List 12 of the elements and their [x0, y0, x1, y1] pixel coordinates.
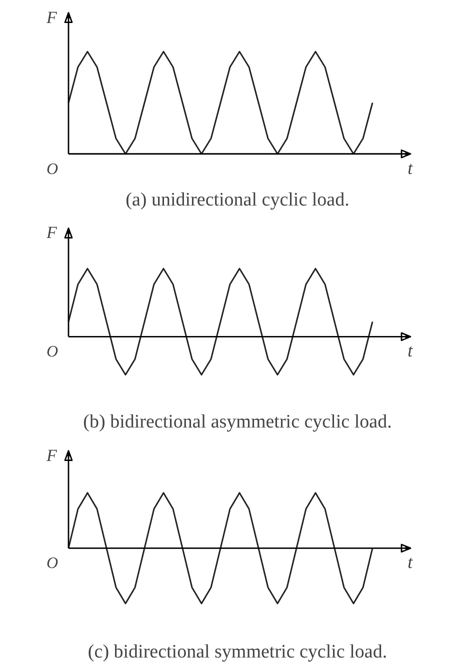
y-axis-title: F: [46, 223, 58, 242]
y-axis-title: F: [46, 446, 58, 465]
y-axis-title: F: [46, 8, 58, 27]
text: (a) unidirectional cyclic load.: [126, 190, 350, 210]
x-axis-title: t: [408, 552, 414, 572]
x-axis-title: t: [408, 340, 414, 361]
text: O: [46, 160, 58, 178]
x-axis-title: t: [408, 158, 414, 178]
text: (b) bidirectional asymmetric cyclic load.: [83, 412, 392, 432]
text: O: [46, 555, 58, 572]
text: (c) bidirectional symmetric cyclic load.: [88, 642, 388, 662]
text: O: [46, 344, 58, 361]
